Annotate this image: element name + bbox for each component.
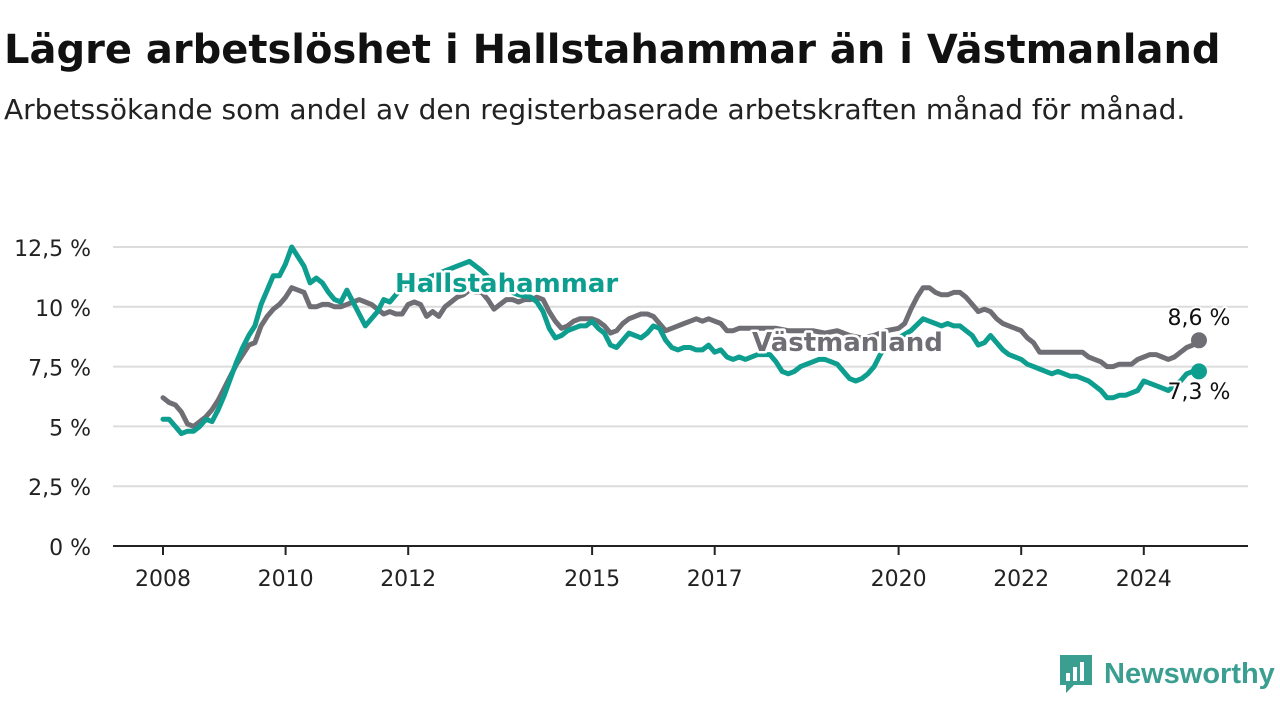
y-axis-ticks: 0 % 2,5 % 5 % 7,5 % 10 % 12,5 % — [14, 237, 91, 561]
y-tick-label: 0 % — [49, 536, 91, 561]
series-lines — [160, 244, 1207, 437]
chart-title: Lägre arbetslöshet i Hallstahammar än i … — [4, 27, 1221, 73]
y-tick-label: 12,5 % — [14, 237, 91, 262]
series-end-label-v-stmanland: 8,6 % — [1168, 306, 1231, 331]
x-tick-label: 2022 — [993, 567, 1049, 592]
newsworthy-logo-icon — [1060, 655, 1092, 693]
x-tick-label: 2010 — [258, 567, 314, 592]
x-tick-label: 2020 — [871, 567, 927, 592]
series-end-point-hallstahammar — [1190, 363, 1207, 380]
x-tick-label: 2024 — [1116, 567, 1172, 592]
series-end-label-hallstahammar: 7,3 % — [1168, 380, 1231, 405]
x-tick-label: 2015 — [564, 567, 620, 592]
brand-logo: Newsworthy — [1058, 654, 1275, 694]
series-line-hallstahammar — [160, 244, 1202, 437]
chart-subtitle: Arbetssökande som andel av den registerb… — [4, 93, 1186, 126]
y-tick-label: 2,5 % — [28, 476, 91, 501]
y-tick-label: 5 % — [49, 416, 91, 441]
series-label-hallstahammar: Hallstahammar — [395, 269, 618, 299]
y-tick-label: 10 % — [35, 297, 91, 322]
y-tick-label: 7,5 % — [28, 357, 91, 382]
x-tick-label: 2017 — [687, 567, 743, 592]
series-label-v-stmanland: Västmanland — [752, 328, 943, 358]
x-axis: 2008 2010 2012 2015 2017 2020 2022 2024 — [113, 545, 1248, 592]
series-end-point-v-stmanland — [1190, 332, 1207, 349]
grid-lines — [113, 246, 1248, 488]
series-labels: Västmanland 8,6 % Hallstahammar 7,3 % — [393, 267, 1233, 408]
x-tick-label: 2008 — [135, 567, 191, 592]
series-line-v-stmanland — [160, 285, 1202, 429]
brand-name: Newsworthy — [1104, 657, 1275, 690]
x-tick-label: 2012 — [380, 567, 436, 592]
